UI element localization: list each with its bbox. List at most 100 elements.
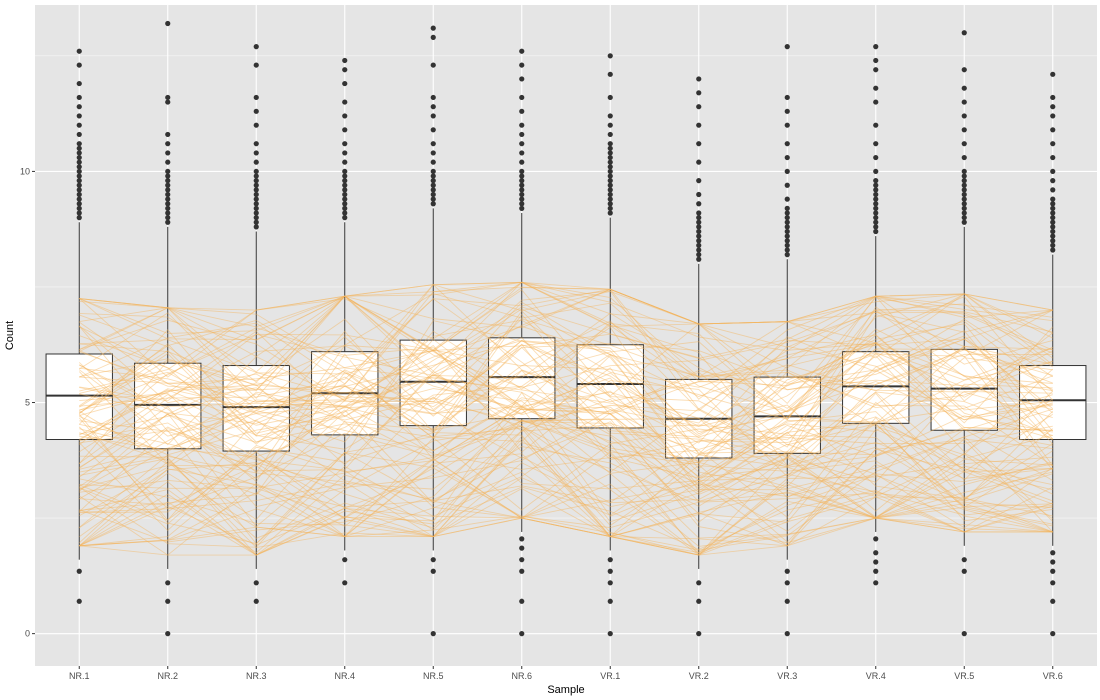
trend-line [79,390,1054,518]
outlier-point [1050,104,1056,110]
trend-line [79,455,1053,538]
outlier-point [607,145,613,151]
trend-line [78,313,1054,439]
trend-line [78,367,1053,492]
outlier-point [696,598,702,604]
outlier-point [342,150,348,156]
outlier-point [696,159,702,165]
outlier-point [165,94,171,101]
outlier-point [1050,94,1056,101]
trend-line [78,435,1053,556]
outlier-point [607,178,613,184]
outlier-point [784,154,790,161]
outlier-point [519,150,525,156]
outlier-point [519,141,525,147]
trend-line [78,418,1054,544]
outlier-point [607,631,613,637]
outlier-point [519,159,525,165]
outlier-point [696,201,702,207]
outlier-point [76,178,82,184]
outlier-point [165,182,171,188]
y-tick-label: 0 [25,629,30,639]
trend-line [79,463,1053,547]
outlier-point [696,233,702,239]
outlier-point [253,159,259,165]
x-tick-label: VR.2 [689,671,709,681]
outlier-point [873,228,879,235]
outlier-point [1050,598,1056,604]
box-iqr [842,351,910,424]
outlier-point [873,182,879,188]
box-VR.3 [753,44,821,637]
outlier-point [1050,113,1056,119]
outlier-point [76,205,82,211]
box-VR.4 [842,44,910,586]
outlier-point [607,182,613,188]
outlier-point [430,150,436,156]
outlier-point [253,598,259,604]
outlier-point [430,94,436,101]
trend-line [79,453,1053,553]
outlier-point [607,71,613,77]
box-iqr [930,348,998,431]
trend-line [78,481,1053,556]
outlier-point [607,53,613,59]
outlier-point [1050,178,1056,184]
outlier-point [165,131,171,138]
box-iqr [753,376,821,454]
outlier-point [253,210,259,216]
outlier-point [784,215,790,221]
trend-line [78,319,1054,424]
trend-line [79,478,1053,547]
outlier-point [1050,238,1056,244]
trend-line [79,330,1053,453]
outlier-point [342,80,348,87]
outlier-point [873,580,879,586]
trend-line [79,405,1053,518]
outlier-point [253,108,259,114]
outlier-point [342,187,348,193]
outlier-point [696,104,702,110]
x-tick-label: NR.3 [246,671,267,681]
outlier-point [961,215,967,221]
outlier-point [873,201,879,207]
trend-line [79,357,1053,452]
trend-line [78,416,1053,523]
outlier-point [165,159,171,165]
outlier-point [961,182,967,188]
trend-line [79,420,1053,521]
y-tick-label: 10 [20,166,30,176]
trend-line [79,320,1054,457]
outlier-point [76,173,82,179]
y-axis-ticks: 0 5 10 [20,166,35,639]
outlier-point [873,168,879,175]
outlier-point [607,168,613,175]
outlier-point [784,44,790,50]
outlier-point [873,154,879,161]
trend-line [79,293,1053,387]
trend-line [79,330,1054,465]
trend-line [79,393,1054,491]
outlier-point [1050,219,1056,225]
trend-line [79,408,1053,545]
box-NR.4 [311,57,379,586]
outlier-point [873,191,879,198]
x-tick-label: VR.1 [600,671,620,681]
box-iqr [488,337,556,420]
outlier-point [76,94,82,101]
outlier-point [430,182,436,188]
y-axis-title: Count [4,321,16,350]
box-VR.5 [930,30,998,637]
trend-line [79,281,1053,402]
outlier-point [342,99,348,105]
trend-line [78,369,1053,508]
box-iqr [399,339,467,427]
outlier-point [76,150,82,156]
outlier-point [430,25,436,31]
outlier-point [961,210,967,216]
outlier-point [784,205,790,211]
trend-line [79,415,1053,513]
trend-line [78,412,1054,545]
trend-line [79,281,1054,421]
outlier-point [519,108,525,114]
